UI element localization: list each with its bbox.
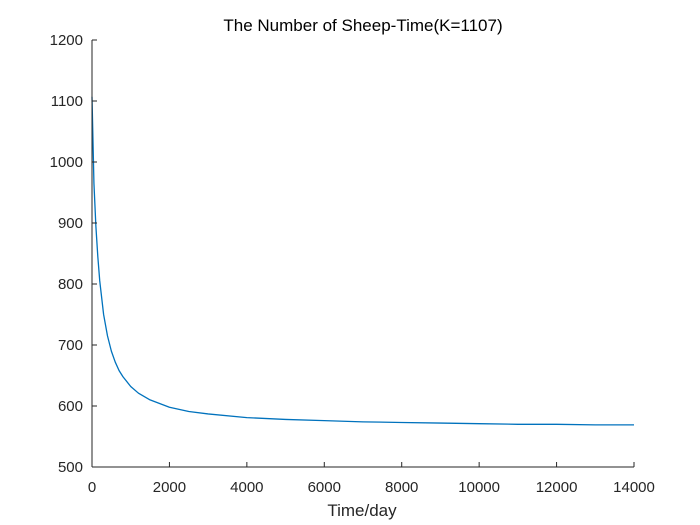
x-axis: 0 2000 4000 6000 8000 10000 12000 14000 bbox=[88, 462, 655, 496]
chart-title: The Number of Sheep-Time(K=1107) bbox=[223, 16, 502, 35]
series-line bbox=[91, 96, 634, 426]
x-tick-label: 10000 bbox=[458, 479, 500, 496]
y-tick-label: 1200 bbox=[50, 32, 83, 49]
x-tick-label: 14000 bbox=[613, 479, 655, 496]
x-tick-label: 8000 bbox=[385, 479, 418, 496]
x-tick-label: 0 bbox=[88, 479, 96, 496]
y-tick-label: 500 bbox=[58, 459, 83, 476]
x-tick-label: 6000 bbox=[308, 479, 341, 496]
x-axis-label: Time/day bbox=[327, 501, 397, 520]
y-tick-label: 700 bbox=[58, 337, 83, 354]
y-tick-label: 1000 bbox=[50, 154, 83, 171]
x-tick-label: 12000 bbox=[536, 479, 578, 496]
x-tick-label: 4000 bbox=[230, 479, 263, 496]
y-tick-label: 600 bbox=[58, 398, 83, 415]
y-axis: 500 600 700 800 900 1000 1100 1200 bbox=[50, 32, 97, 476]
x-tick-label: 2000 bbox=[153, 479, 186, 496]
y-tick-label: 1100 bbox=[51, 93, 83, 110]
y-tick-label: 800 bbox=[58, 276, 83, 293]
y-tick-label: 900 bbox=[58, 215, 83, 232]
plot-area bbox=[91, 96, 634, 426]
